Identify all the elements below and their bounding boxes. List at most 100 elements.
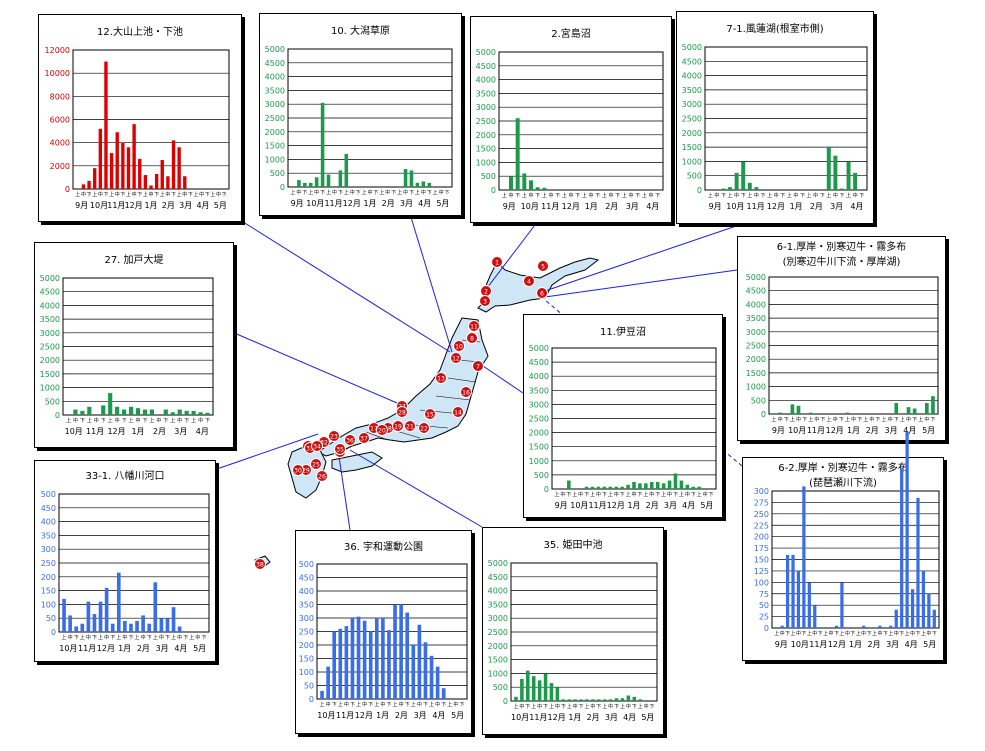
y-tick-label: 0 xyxy=(491,186,496,195)
bar xyxy=(655,481,660,489)
bar xyxy=(149,185,153,189)
period-label: 中 xyxy=(555,703,560,710)
period-label: 中 xyxy=(888,416,893,423)
bar xyxy=(122,409,127,415)
site-marker: 12 xyxy=(450,352,462,364)
period-label: 中 xyxy=(596,491,601,498)
bar xyxy=(834,625,839,628)
site-marker: 10 xyxy=(453,340,465,352)
period-label: 中 xyxy=(199,191,204,198)
y-tick-label: 0 xyxy=(65,185,70,194)
period-label: 下 xyxy=(932,631,937,637)
month-label: 3月 xyxy=(830,202,843,211)
y-tick-label: 2000 xyxy=(682,129,702,138)
month-label: 12月 xyxy=(607,501,625,510)
y-tick-label: 0 xyxy=(761,410,766,419)
site-number: 36 xyxy=(346,438,354,445)
bar xyxy=(661,483,666,489)
period-label: 下 xyxy=(584,492,589,498)
y-tick-label: 3000 xyxy=(682,100,702,109)
bar xyxy=(543,673,548,701)
period-label: 上 xyxy=(708,192,713,199)
y-tick-label: 5000 xyxy=(488,559,508,568)
period-label: 上 xyxy=(126,191,131,198)
period-label: 下 xyxy=(875,417,880,423)
bar xyxy=(509,176,513,190)
period-label: 上 xyxy=(160,191,165,198)
y-tick-label: 4500 xyxy=(476,62,496,71)
y-tick-label: 0 xyxy=(309,695,314,704)
bar xyxy=(423,642,428,699)
y-tick-label: 1000 xyxy=(488,669,508,678)
site-number: 7 xyxy=(476,364,480,371)
period-label: 上 xyxy=(433,189,438,196)
bar xyxy=(691,486,696,489)
site-number: 28 xyxy=(398,410,406,417)
bar xyxy=(526,670,530,701)
period-label: 下 xyxy=(103,192,108,198)
period-label: 下 xyxy=(222,192,227,198)
site-number: 11 xyxy=(470,324,478,331)
bar xyxy=(632,481,636,489)
bar xyxy=(650,481,654,489)
period-label: 下 xyxy=(165,635,170,641)
bar xyxy=(673,473,678,489)
period-label: 上 xyxy=(210,191,215,198)
period-label: 上 xyxy=(326,189,331,196)
period-label: 中 xyxy=(399,701,404,708)
bar xyxy=(567,699,571,701)
period-label: 下 xyxy=(784,417,789,423)
period-label: 上 xyxy=(513,703,518,710)
bar xyxy=(356,616,361,699)
bar xyxy=(326,666,330,699)
month-label: 10月 xyxy=(317,711,335,720)
month-label: 11月 xyxy=(807,426,825,435)
connector-line xyxy=(483,220,539,293)
site-number: 32 xyxy=(320,440,328,447)
y-tick-label: 25 xyxy=(759,613,769,622)
site-marker: 21 xyxy=(404,420,416,432)
y-tick-label: 350 xyxy=(41,531,56,540)
period-label: 下 xyxy=(930,417,935,423)
period-label: 下 xyxy=(459,702,464,708)
bar xyxy=(747,182,752,190)
bar xyxy=(845,412,850,414)
bar xyxy=(927,593,931,628)
y-tick-label: 500 xyxy=(270,169,285,178)
panel-12: 12.大山上池・下池 0 2000 4000 6000 8000 10000 12000 上中… xyxy=(38,14,242,222)
y-tick-label: 1500 xyxy=(529,443,549,452)
y-tick-label: 3500 xyxy=(265,86,285,95)
connector-line xyxy=(213,433,319,471)
y-tick-label: 4000 xyxy=(40,301,60,310)
period-label: 中 xyxy=(812,630,817,637)
period-label: 上 xyxy=(290,189,295,196)
y-tick-label: 1000 xyxy=(682,157,702,166)
y-tick-label: 4000 xyxy=(488,587,508,596)
period-label: 中 xyxy=(608,703,613,710)
month-label: 11月 xyxy=(529,713,547,722)
month-label: 2月 xyxy=(810,202,823,211)
period-label: 上 xyxy=(98,634,103,641)
period-label: 中 xyxy=(910,630,915,637)
period-label: 上 xyxy=(567,703,572,710)
period-label: 上 xyxy=(116,634,121,641)
bar xyxy=(147,623,152,632)
period-label: 上 xyxy=(620,703,625,710)
period-label: 上 xyxy=(374,701,379,708)
month-label: 4月 xyxy=(905,640,918,649)
bar xyxy=(802,486,806,628)
period-label: 中 xyxy=(814,416,819,423)
bar-chart: 0 500 1000 1500 2000 2500 3000 3500 4000 4500 5000… xyxy=(682,43,868,211)
month-label: 3月 xyxy=(414,711,427,720)
period-label: 中 xyxy=(869,416,874,423)
bar-chart: 0 500 1000 1500 2000 2500 3000 3500 4000 4500 5000… xyxy=(488,559,658,722)
period-label: 上 xyxy=(767,192,772,199)
period-label: 中 xyxy=(833,192,838,199)
period-label: 中 xyxy=(648,192,653,199)
period-label: 上 xyxy=(643,491,648,498)
y-tick-label: 500 xyxy=(493,683,508,692)
bar xyxy=(796,570,801,628)
month-label: 9月 xyxy=(772,426,785,435)
period-label: 下 xyxy=(137,192,142,198)
